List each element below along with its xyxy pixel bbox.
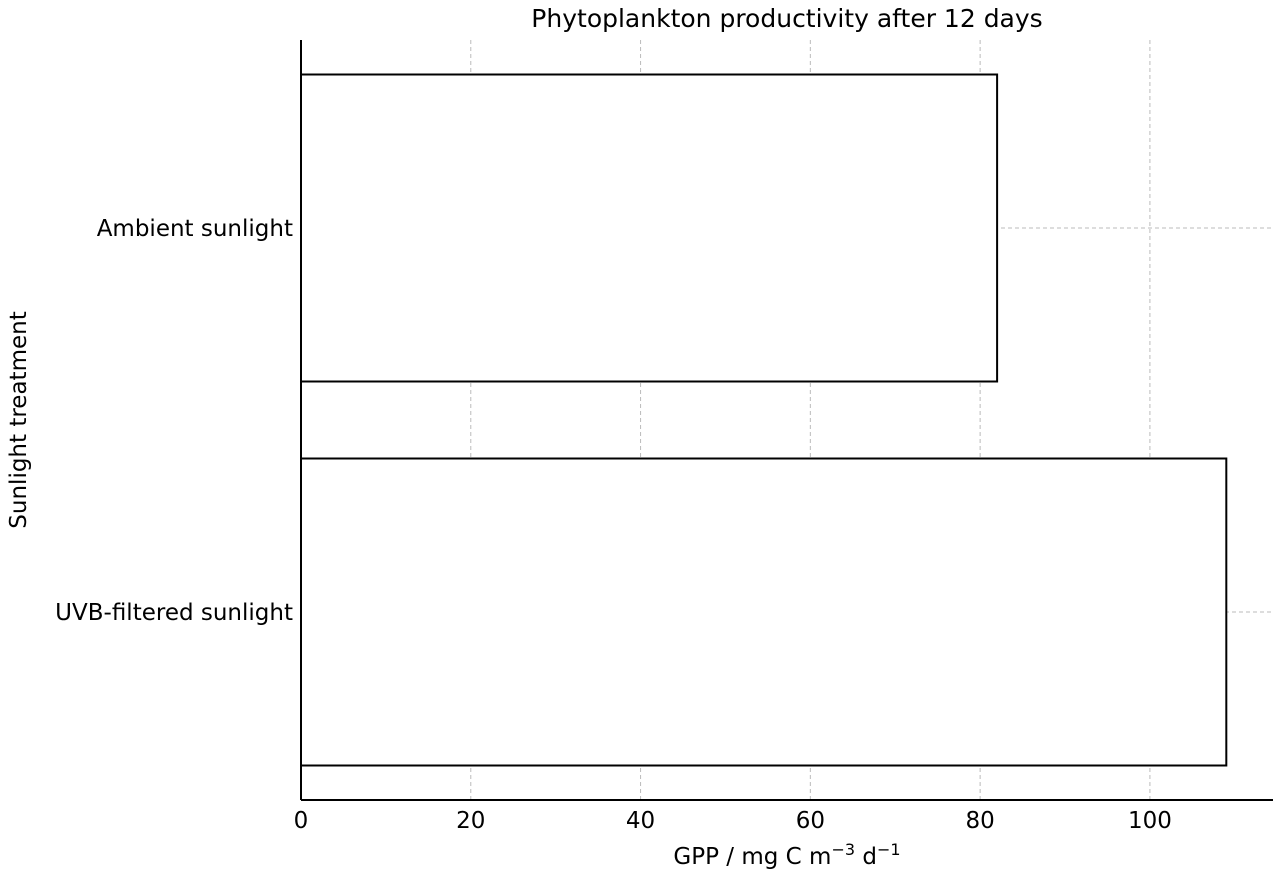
chart-title: Phytoplankton productivity after 12 days <box>531 4 1042 33</box>
x-tick-label: 80 <box>965 808 994 834</box>
x-tick-label: 0 <box>294 808 309 834</box>
x-tick-label: 40 <box>626 808 655 834</box>
x-tick-label: 60 <box>796 808 825 834</box>
bar-layer <box>300 73 1228 767</box>
x-axis-label-sup-2: −1 <box>877 840 901 859</box>
x-axis-label: GPP / mg C m−3 d−1 <box>673 840 900 870</box>
label-layer: Phytoplankton productivity after 12 days… <box>6 4 1043 870</box>
x-axis-label-middle: d <box>855 844 877 870</box>
x-tick-label: 100 <box>1128 808 1172 834</box>
y-axis-label: Sunlight treatment <box>6 311 32 528</box>
x-tick-label: 20 <box>456 808 485 834</box>
y-tick-label: Ambient sunlight <box>97 216 293 242</box>
bar <box>300 457 1228 767</box>
bar <box>300 73 999 383</box>
x-axis-label-prefix: GPP / mg C m <box>673 844 831 870</box>
tick-layer: Ambient sunlight UVB-filtered sunlight 0 20… <box>55 216 1172 834</box>
x-axis-label-sup-1: −3 <box>831 840 855 859</box>
axis-layer <box>300 40 1273 801</box>
y-tick-label: UVB-filtered sunlight <box>55 600 293 626</box>
